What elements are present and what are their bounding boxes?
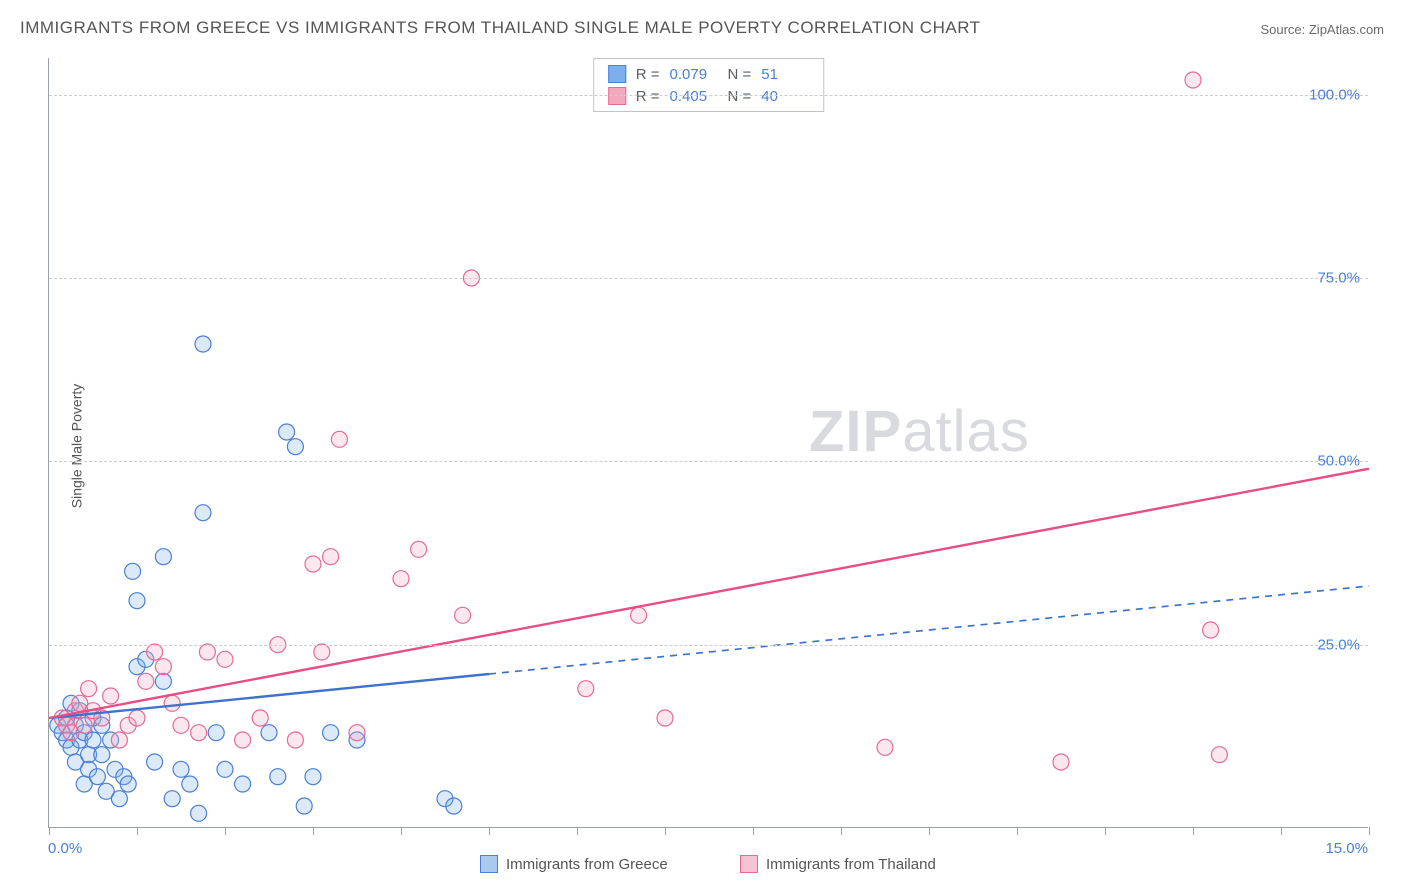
data-point-greece bbox=[279, 424, 295, 440]
x-tick bbox=[225, 827, 226, 835]
x-tick bbox=[841, 827, 842, 835]
data-point-thailand bbox=[147, 644, 163, 660]
data-point-thailand bbox=[164, 695, 180, 711]
data-point-thailand bbox=[217, 651, 233, 667]
data-point-greece bbox=[85, 732, 101, 748]
gridline-h bbox=[49, 461, 1368, 462]
legend-item: Immigrants from Greece bbox=[480, 855, 668, 873]
data-point-thailand bbox=[1053, 754, 1069, 770]
legend-label: Immigrants from Greece bbox=[506, 856, 668, 873]
data-point-greece bbox=[164, 791, 180, 807]
gridline-h bbox=[49, 278, 1368, 279]
data-point-thailand bbox=[305, 556, 321, 572]
data-point-thailand bbox=[287, 732, 303, 748]
data-point-greece bbox=[155, 549, 171, 565]
data-point-thailand bbox=[76, 717, 92, 733]
data-point-greece bbox=[155, 673, 171, 689]
data-point-thailand bbox=[411, 541, 427, 557]
data-point-thailand bbox=[349, 725, 365, 741]
legend-label: Immigrants from Thailand bbox=[766, 856, 936, 873]
data-point-thailand bbox=[877, 739, 893, 755]
data-point-greece bbox=[191, 805, 207, 821]
chart-title: IMMIGRANTS FROM GREECE VS IMMIGRANTS FRO… bbox=[20, 18, 981, 38]
data-point-thailand bbox=[81, 681, 97, 697]
trend-line-greece-dashed bbox=[489, 586, 1369, 674]
data-point-thailand bbox=[323, 549, 339, 565]
data-point-thailand bbox=[631, 607, 647, 623]
data-point-thailand bbox=[235, 732, 251, 748]
x-tick bbox=[753, 827, 754, 835]
data-point-thailand bbox=[155, 659, 171, 675]
data-point-greece bbox=[89, 769, 105, 785]
trend-line-thailand bbox=[49, 469, 1369, 718]
data-point-greece bbox=[261, 725, 277, 741]
y-tick-label: 50.0% bbox=[1317, 453, 1360, 470]
data-point-thailand bbox=[129, 710, 145, 726]
data-point-thailand bbox=[657, 710, 673, 726]
data-point-greece bbox=[287, 439, 303, 455]
x-tick bbox=[665, 827, 666, 835]
plot-area: R = 0.079 N = 51 R = 0.405 N = 40 ZIPatl… bbox=[48, 58, 1368, 828]
x-tick bbox=[1017, 827, 1018, 835]
x-tick bbox=[1281, 827, 1282, 835]
x-tick bbox=[313, 827, 314, 835]
data-point-greece bbox=[111, 791, 127, 807]
x-tick bbox=[489, 827, 490, 835]
y-tick-label: 25.0% bbox=[1317, 636, 1360, 653]
y-tick-label: 75.0% bbox=[1317, 270, 1360, 287]
legend-swatch bbox=[480, 855, 498, 873]
data-point-thailand bbox=[138, 673, 154, 689]
data-point-greece bbox=[217, 761, 233, 777]
x-tick bbox=[577, 827, 578, 835]
data-point-greece bbox=[120, 776, 136, 792]
data-point-greece bbox=[208, 725, 224, 741]
x-tick bbox=[1193, 827, 1194, 835]
gridline-h bbox=[49, 645, 1368, 646]
data-point-greece bbox=[173, 761, 189, 777]
x-axis-min-label: 0.0% bbox=[48, 840, 82, 857]
data-point-greece bbox=[195, 336, 211, 352]
data-point-thailand bbox=[1203, 622, 1219, 638]
data-point-thailand bbox=[103, 688, 119, 704]
data-point-greece bbox=[323, 725, 339, 741]
data-point-thailand bbox=[393, 571, 409, 587]
x-axis-max-label: 15.0% bbox=[1325, 840, 1368, 857]
x-tick bbox=[137, 827, 138, 835]
x-tick bbox=[1105, 827, 1106, 835]
legend-swatch bbox=[740, 855, 758, 873]
data-point-greece bbox=[446, 798, 462, 814]
data-point-greece bbox=[195, 505, 211, 521]
data-point-greece bbox=[125, 563, 141, 579]
data-point-thailand bbox=[1185, 72, 1201, 88]
data-point-greece bbox=[94, 747, 110, 763]
legend-item: Immigrants from Thailand bbox=[740, 855, 936, 873]
data-point-greece bbox=[129, 593, 145, 609]
y-tick-label: 100.0% bbox=[1309, 86, 1360, 103]
data-point-greece bbox=[305, 769, 321, 785]
data-point-thailand bbox=[191, 725, 207, 741]
data-point-thailand bbox=[252, 710, 268, 726]
data-point-greece bbox=[147, 754, 163, 770]
data-point-thailand bbox=[173, 717, 189, 733]
x-tick bbox=[49, 827, 50, 835]
data-point-greece bbox=[270, 769, 286, 785]
data-point-thailand bbox=[314, 644, 330, 660]
data-point-thailand bbox=[199, 644, 215, 660]
data-point-thailand bbox=[578, 681, 594, 697]
data-point-thailand bbox=[331, 431, 347, 447]
data-point-greece bbox=[235, 776, 251, 792]
gridline-h bbox=[49, 95, 1368, 96]
source-credit: Source: ZipAtlas.com bbox=[1260, 22, 1384, 37]
data-point-greece bbox=[182, 776, 198, 792]
data-point-greece bbox=[296, 798, 312, 814]
x-tick bbox=[401, 827, 402, 835]
x-tick bbox=[1369, 827, 1370, 835]
data-point-thailand bbox=[1211, 747, 1227, 763]
data-point-thailand bbox=[455, 607, 471, 623]
x-tick bbox=[929, 827, 930, 835]
data-point-thailand bbox=[111, 732, 127, 748]
chart-svg bbox=[49, 58, 1368, 827]
